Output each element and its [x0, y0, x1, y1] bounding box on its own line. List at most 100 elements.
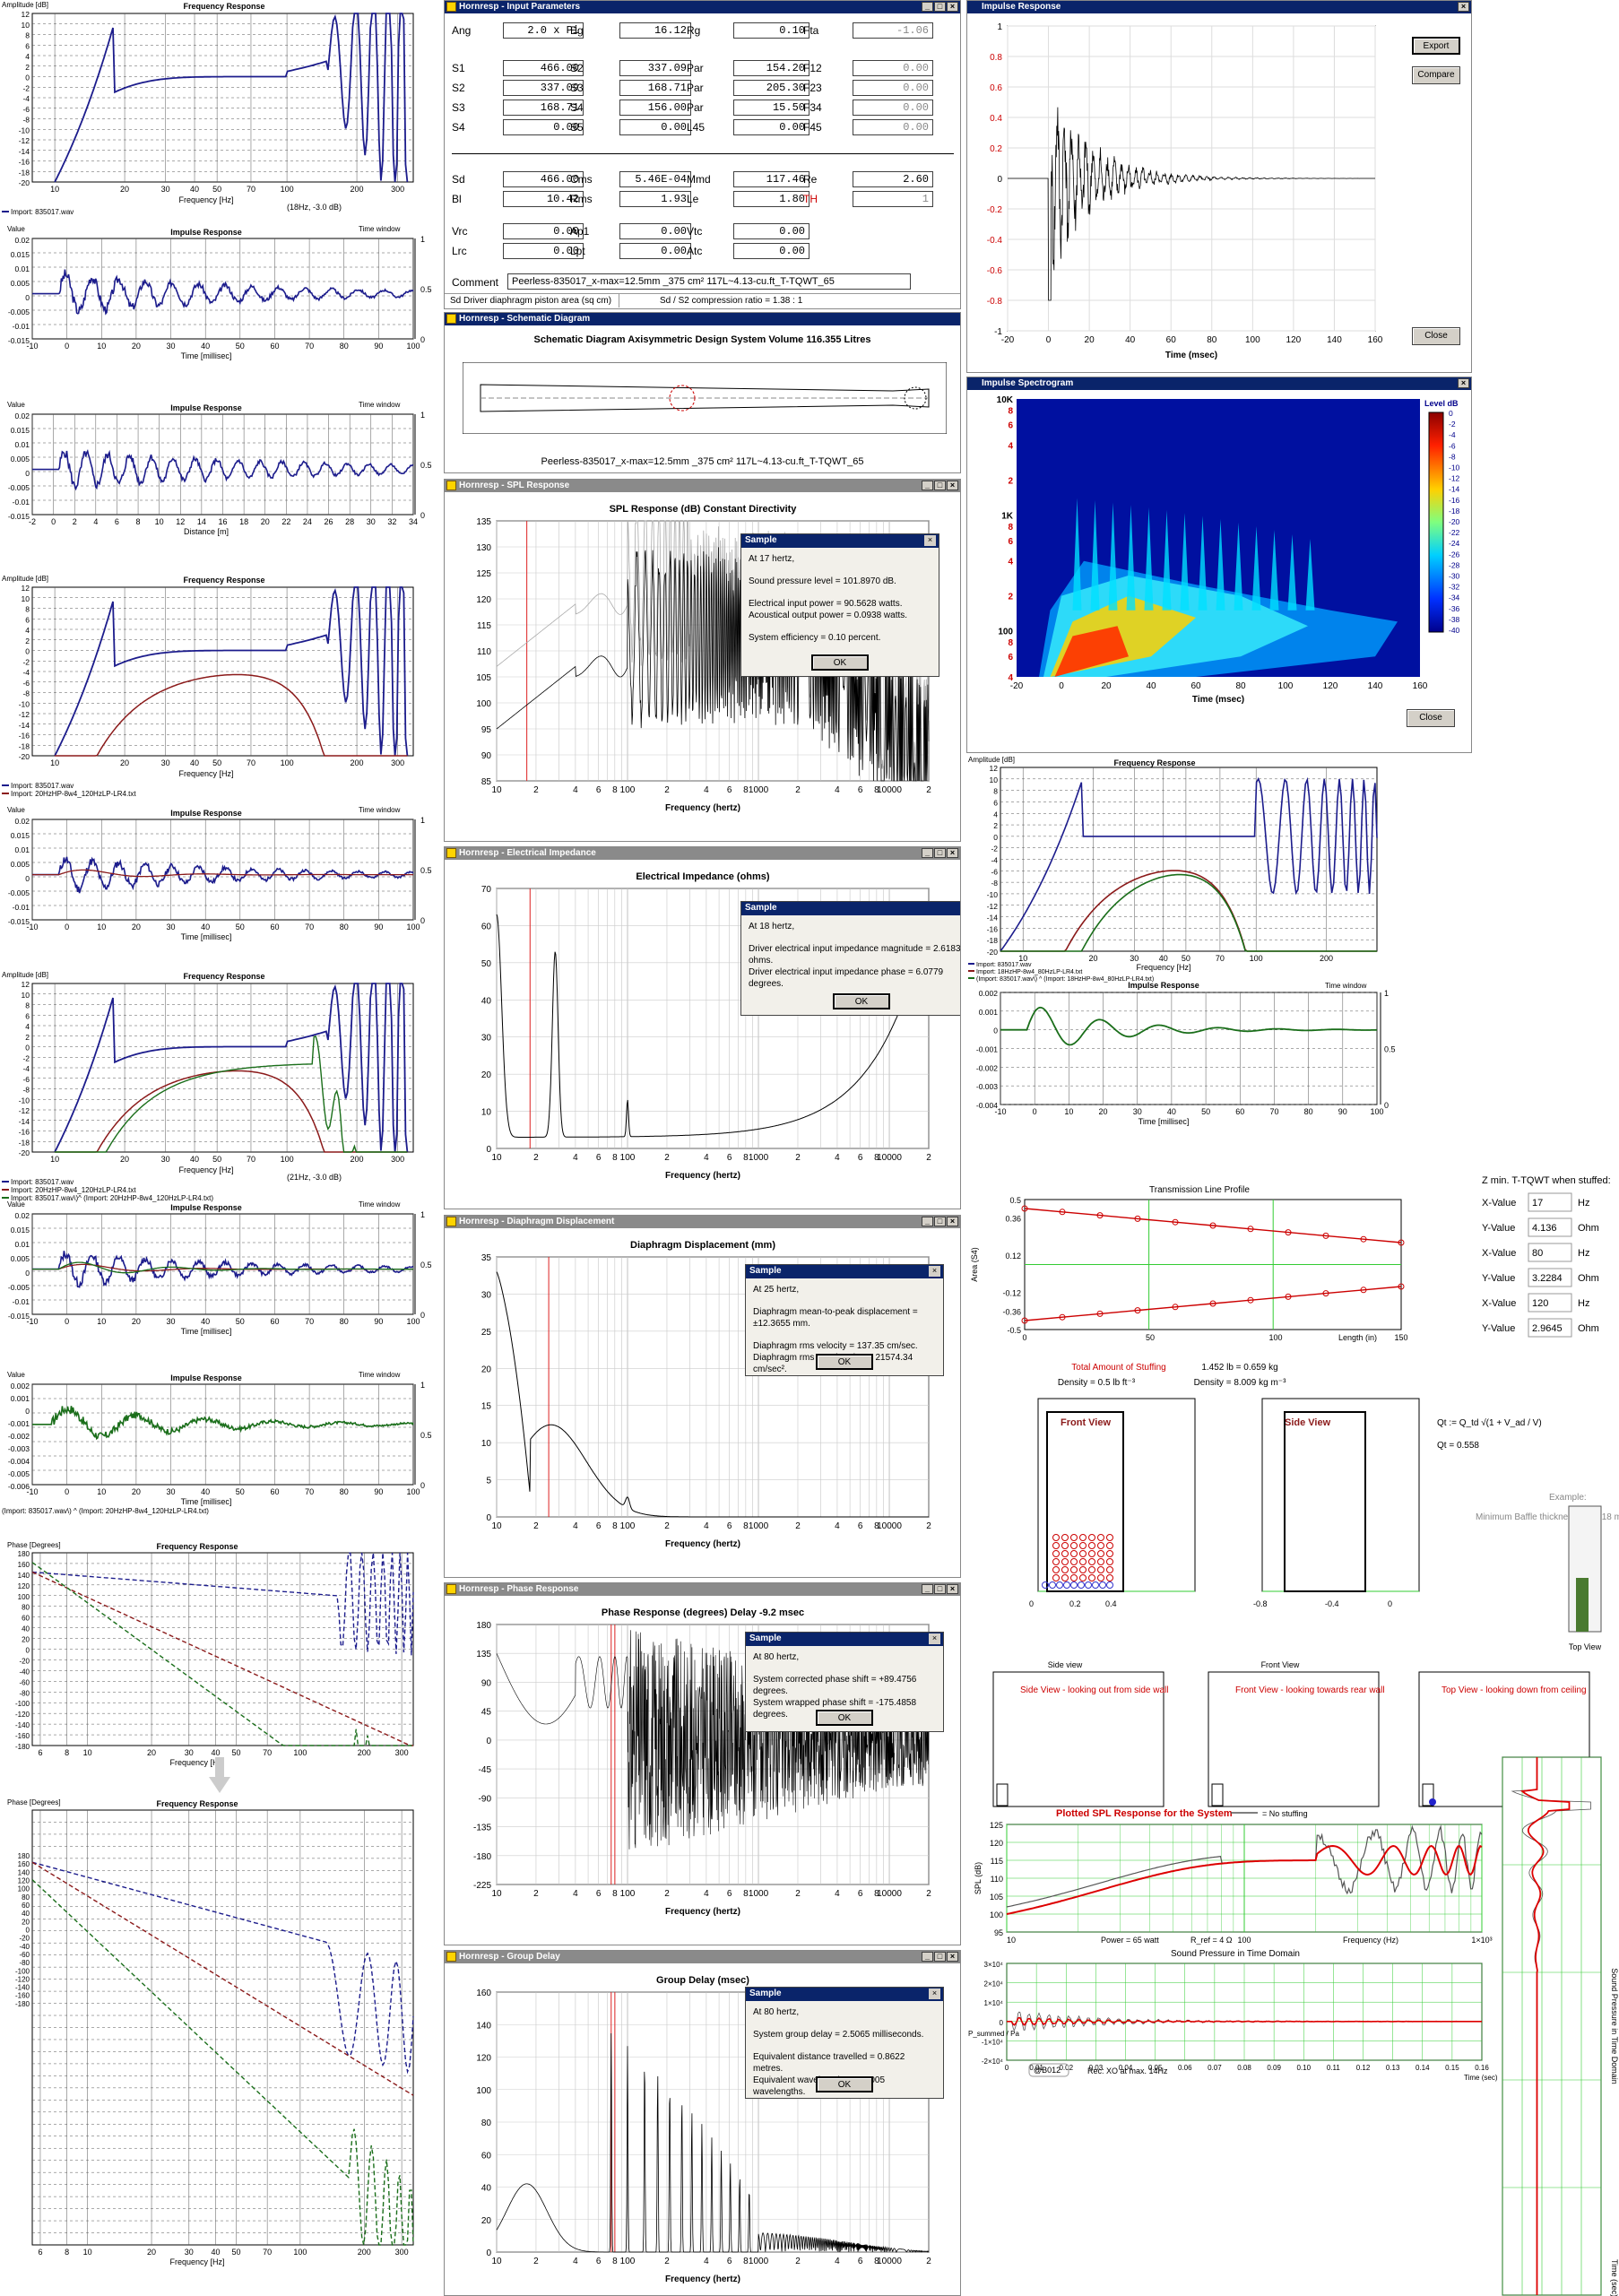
disp-titlebar[interactable]: Hornresp - Diaphragm Displacement _ □ ×: [445, 1216, 960, 1228]
param-field-s5[interactable]: 0.00: [619, 119, 691, 135]
ok-button[interactable]: OK: [816, 2076, 873, 2092]
close-button[interactable]: Close: [1407, 709, 1455, 727]
compare-button[interactable]: Compare: [1412, 66, 1460, 84]
param-field-f45[interactable]: 0.00: [853, 119, 933, 135]
electrical-impedance-window[interactable]: Hornresp - Electrical Impedance _ □ × Electr…: [444, 846, 961, 1209]
export-button[interactable]: Export: [1412, 37, 1460, 55]
param-field-s4[interactable]: 0.00: [503, 119, 584, 135]
comment-field[interactable]: Peerless-835017_x-max=12.5mm _375 cm² 11…: [507, 273, 911, 290]
impulse-spectrogram-window[interactable]: Impulse Spectrogram × 10K 8 6 4 2 1K 8 6 4 2 100 8 6 4…: [966, 377, 1472, 753]
param-field-bl[interactable]: 10.42: [503, 191, 584, 207]
maximize-button[interactable]: □: [934, 848, 946, 858]
svg-text:10: 10: [491, 2257, 502, 2266]
param-field-lpt[interactable]: 0.00: [619, 243, 691, 259]
phase-titlebar[interactable]: Hornresp - Phase Response _ □ ×: [445, 1583, 960, 1596]
param-field-vtc[interactable]: 0.00: [733, 223, 810, 239]
param-field-atc[interactable]: 0.00: [733, 243, 810, 259]
ok-button[interactable]: OK: [816, 1354, 873, 1370]
spl-response-window[interactable]: Hornresp - SPL Response _ □ × SPL Response (…: [444, 479, 961, 842]
gd-titlebar[interactable]: Hornresp - Group Delay _ □ ×: [445, 1951, 960, 1963]
param-field-par[interactable]: 154.20: [733, 60, 810, 76]
hornresp-app-icon: [446, 1217, 456, 1226]
close-icon[interactable]: ×: [924, 535, 936, 546]
svg-text:20: 20: [481, 1070, 492, 1080]
sample-dialog[interactable]: Sample × At 25 hertz, Diaphragm mean-to-pea…: [745, 1264, 944, 1376]
maximize-button[interactable]: □: [934, 2, 946, 12]
spectrogram-titlebar[interactable]: Impulse Spectrogram ×: [967, 377, 1471, 390]
param-field-f34[interactable]: 0.00: [853, 100, 933, 116]
close-button[interactable]: ×: [947, 848, 958, 858]
minimize-button[interactable]: _: [922, 1217, 933, 1226]
impulse-response-window[interactable]: Impulse Response × 1 0.8 0.6 0.4 0.2 0 -0.2 -0.4…: [966, 0, 1472, 373]
param-field-l45[interactable]: 0.00: [733, 119, 810, 135]
x-axis-label: Time (sec): [1464, 2074, 1498, 2082]
param-field-s3[interactable]: 168.71: [503, 100, 584, 116]
schematic-window[interactable]: Hornresp - Schematic Diagram Schematic D…: [444, 312, 961, 473]
svg-text:100: 100: [293, 1748, 307, 1757]
group-delay-window[interactable]: Hornresp - Group Delay _ □ × Group Delay (ms…: [444, 1950, 961, 2296]
param-field-mmd[interactable]: 117.46: [733, 171, 810, 187]
x-axis-label: Frequency (Hz): [1343, 1936, 1398, 1945]
maximize-button[interactable]: □: [934, 481, 946, 490]
param-field-s1[interactable]: 466.00: [503, 60, 584, 76]
schematic-titlebar[interactable]: Hornresp - Schematic Diagram: [445, 313, 960, 325]
close-icon[interactable]: ×: [929, 1988, 940, 1999]
param-field-f23[interactable]: 0.00: [853, 80, 933, 96]
param-field-par[interactable]: 205.30: [733, 80, 810, 96]
minimize-button[interactable]: _: [922, 2, 933, 12]
param-field-s2[interactable]: 337.09: [503, 80, 584, 96]
dialog-line: [746, 1663, 943, 1674]
input-parameters-window[interactable]: Hornresp - Input Parameters _ □ × Ang 2.0 x…: [444, 0, 961, 309]
svg-text:40: 40: [481, 2184, 492, 2194]
phase-response-window[interactable]: Hornresp - Phase Response _ □ × Phase Respon…: [444, 1582, 961, 1945]
param-field-le[interactable]: 1.80: [733, 191, 810, 207]
maximize-button[interactable]: □: [934, 1584, 946, 1594]
param-field-cms[interactable]: 5.46E-04: [619, 171, 691, 187]
param-field-th[interactable]: 1: [853, 191, 933, 207]
param-field-fta[interactable]: -1.06: [853, 22, 933, 39]
ok-button[interactable]: OK: [811, 654, 869, 671]
param-field-s2[interactable]: 337.09: [619, 60, 691, 76]
spl-titlebar[interactable]: Hornresp - SPL Response _ □ ×: [445, 480, 960, 492]
minimize-button[interactable]: _: [922, 1584, 933, 1594]
svg-text:50: 50: [236, 342, 245, 351]
param-field-eg[interactable]: 16.12: [619, 22, 691, 39]
maximize-button[interactable]: □: [934, 1952, 946, 1962]
param-field-vrc[interactable]: 0.00: [503, 223, 584, 239]
sample-dialog[interactable]: Sample × At 80 hertz, System corrected phas…: [745, 1632, 944, 1732]
close-icon[interactable]: ×: [929, 1633, 940, 1644]
minimize-button[interactable]: _: [922, 848, 933, 858]
close-button[interactable]: ×: [947, 1584, 958, 1594]
maximize-button[interactable]: □: [934, 1217, 946, 1226]
close-icon[interactable]: ×: [1458, 2, 1469, 12]
minimize-button[interactable]: _: [922, 481, 933, 490]
param-field-f12[interactable]: 0.00: [853, 60, 933, 76]
param-field-par[interactable]: 15.50: [733, 100, 810, 116]
close-icon[interactable]: ×: [1458, 378, 1469, 388]
param-field-rg[interactable]: 0.10: [733, 22, 810, 39]
param-field-s3[interactable]: 168.71: [619, 80, 691, 96]
close-button[interactable]: ×: [947, 1952, 958, 1962]
impulse-titlebar[interactable]: Impulse Response ×: [967, 1, 1471, 13]
close-icon[interactable]: ×: [929, 1266, 940, 1277]
close-button[interactable]: ×: [947, 481, 958, 490]
param-field-s4[interactable]: 156.00: [619, 100, 691, 116]
close-button[interactable]: ×: [947, 1217, 958, 1226]
param-field-re[interactable]: 2.60: [853, 171, 933, 187]
diaphragm-displacement-window[interactable]: Hornresp - Diaphragm Displacement _ □ × Diap…: [444, 1215, 961, 1578]
imp-titlebar[interactable]: Hornresp - Electrical Impedance _ □ ×: [445, 847, 960, 860]
ok-button[interactable]: OK: [816, 1710, 873, 1726]
param-field-ap1[interactable]: 0.00: [619, 223, 691, 239]
sample-dialog[interactable]: Sample×At 18 hertz,Driver electrical inp…: [740, 901, 960, 1016]
param-field-lrc[interactable]: 0.00: [503, 243, 584, 259]
close-button[interactable]: ×: [947, 2, 958, 12]
minimize-button[interactable]: _: [922, 1952, 933, 1962]
ok-button[interactable]: OK: [833, 993, 890, 1009]
input-params-titlebar[interactable]: Hornresp - Input Parameters _ □ ×: [445, 1, 960, 13]
sample-dialog[interactable]: Sample × At 17 hertz, Sound pressure level …: [740, 533, 939, 677]
param-field-sd[interactable]: 466.00: [503, 171, 584, 187]
sample-dialog[interactable]: Sample × At 80 hertz, System group delay = …: [745, 1987, 944, 2099]
close-button[interactable]: Close: [1412, 327, 1460, 345]
param-field-rms[interactable]: 1.93: [619, 191, 691, 207]
param-field-ang[interactable]: 2.0 x Pi: [503, 22, 584, 39]
